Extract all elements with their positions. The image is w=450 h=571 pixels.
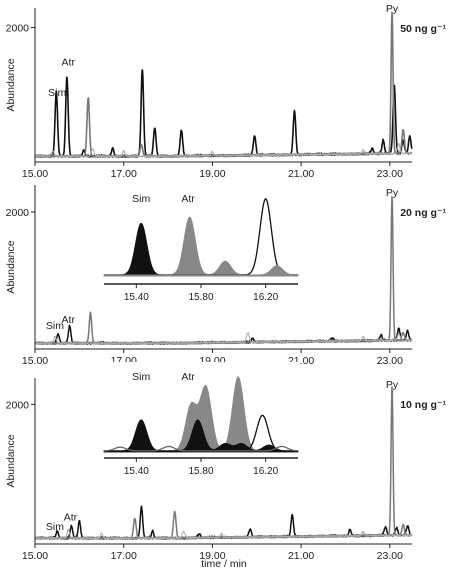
inset-peak-label-sim: Sim — [132, 371, 150, 383]
peak-label-atr: Atr — [64, 511, 78, 523]
inset-panel-2: 15.40 15.80 16.20 Sim Atr — [102, 184, 300, 303]
x-tick-label: 21.00 — [288, 550, 314, 562]
y-axis-title: Abundance — [5, 58, 17, 111]
inset-x-tick-label: 15.80 — [188, 466, 213, 477]
x-tick-label: 15.00 — [22, 355, 48, 367]
x-tick-label: 15.00 — [22, 168, 48, 180]
peak-label-py: Py — [386, 3, 399, 15]
inset-x-tick-label: 16.20 — [253, 292, 278, 303]
trace-series-1 — [34, 505, 413, 540]
inset-x-tick-label: 15.40 — [124, 466, 149, 477]
trace-series-3 — [34, 528, 413, 540]
inset-x-tick-label: 16.20 — [253, 466, 278, 477]
x-tick-label: 17.00 — [111, 550, 137, 562]
inset-x-tick-label: 15.80 — [188, 292, 213, 303]
concentration-label: 20 ng g⁻¹ — [400, 207, 446, 219]
x-tick-label: 15.00 — [22, 550, 48, 562]
y-tick-label: 2000 — [6, 23, 30, 35]
y-axis-title: Abundance — [5, 240, 17, 293]
inset-panel-3: 15.40 15.80 16.20 Sim Atr — [102, 362, 300, 477]
peak-label-sim: Sim — [48, 87, 66, 99]
x-tick-label: 23.00 — [377, 168, 403, 180]
chromatogram-panel-1: 2000 15.00 17.00 19.00 21.00 23.00 Abundance 50… — [5, 3, 447, 180]
x-tick-label: 23.00 — [377, 355, 403, 367]
peak-label-sim: Sim — [46, 521, 64, 533]
peak-label-sim: Sim — [46, 320, 64, 332]
peak-label-atr: Atr — [62, 56, 76, 68]
inset-x-tick-label: 15.40 — [124, 292, 149, 303]
peak-label-py: Py — [386, 379, 399, 391]
x-tick-label: 17.00 — [111, 168, 137, 180]
trace-series-2 — [34, 11, 413, 159]
x-tick-label: 19.00 — [199, 550, 225, 562]
y-tick-label: 2000 — [6, 207, 30, 219]
inset-peak-label-sim: Sim — [132, 193, 150, 205]
inset-peak-label-atr: Atr — [181, 371, 195, 383]
x-tick-label: 23.00 — [377, 550, 403, 562]
chromatogram-panel-3: 2000 15.00 17.00 19.00 21.00 23.00 Abundance 10… — [5, 362, 447, 570]
peak-label-py: Py — [386, 187, 399, 199]
y-tick-label: 2000 — [6, 399, 30, 411]
trace-series-1 — [34, 69, 413, 159]
x-tick-label: 19.00 — [199, 168, 225, 180]
x-axis-title: time / min — [201, 558, 247, 570]
inset-trace-2 — [103, 419, 299, 453]
trace-series-3 — [34, 143, 413, 158]
inset-trace-4 — [103, 265, 299, 277]
y-axis-title: Abundance — [5, 434, 17, 487]
inset-trace-4 — [103, 445, 299, 452]
concentration-label: 10 ng g⁻¹ — [400, 399, 446, 411]
trace-series-3 — [34, 331, 413, 345]
concentration-label: 50 ng g⁻¹ — [400, 23, 446, 35]
peak-label-atr: Atr — [62, 314, 76, 326]
x-tick-label: 21.00 — [288, 168, 314, 180]
inset-peak-label-atr: Atr — [181, 193, 195, 205]
